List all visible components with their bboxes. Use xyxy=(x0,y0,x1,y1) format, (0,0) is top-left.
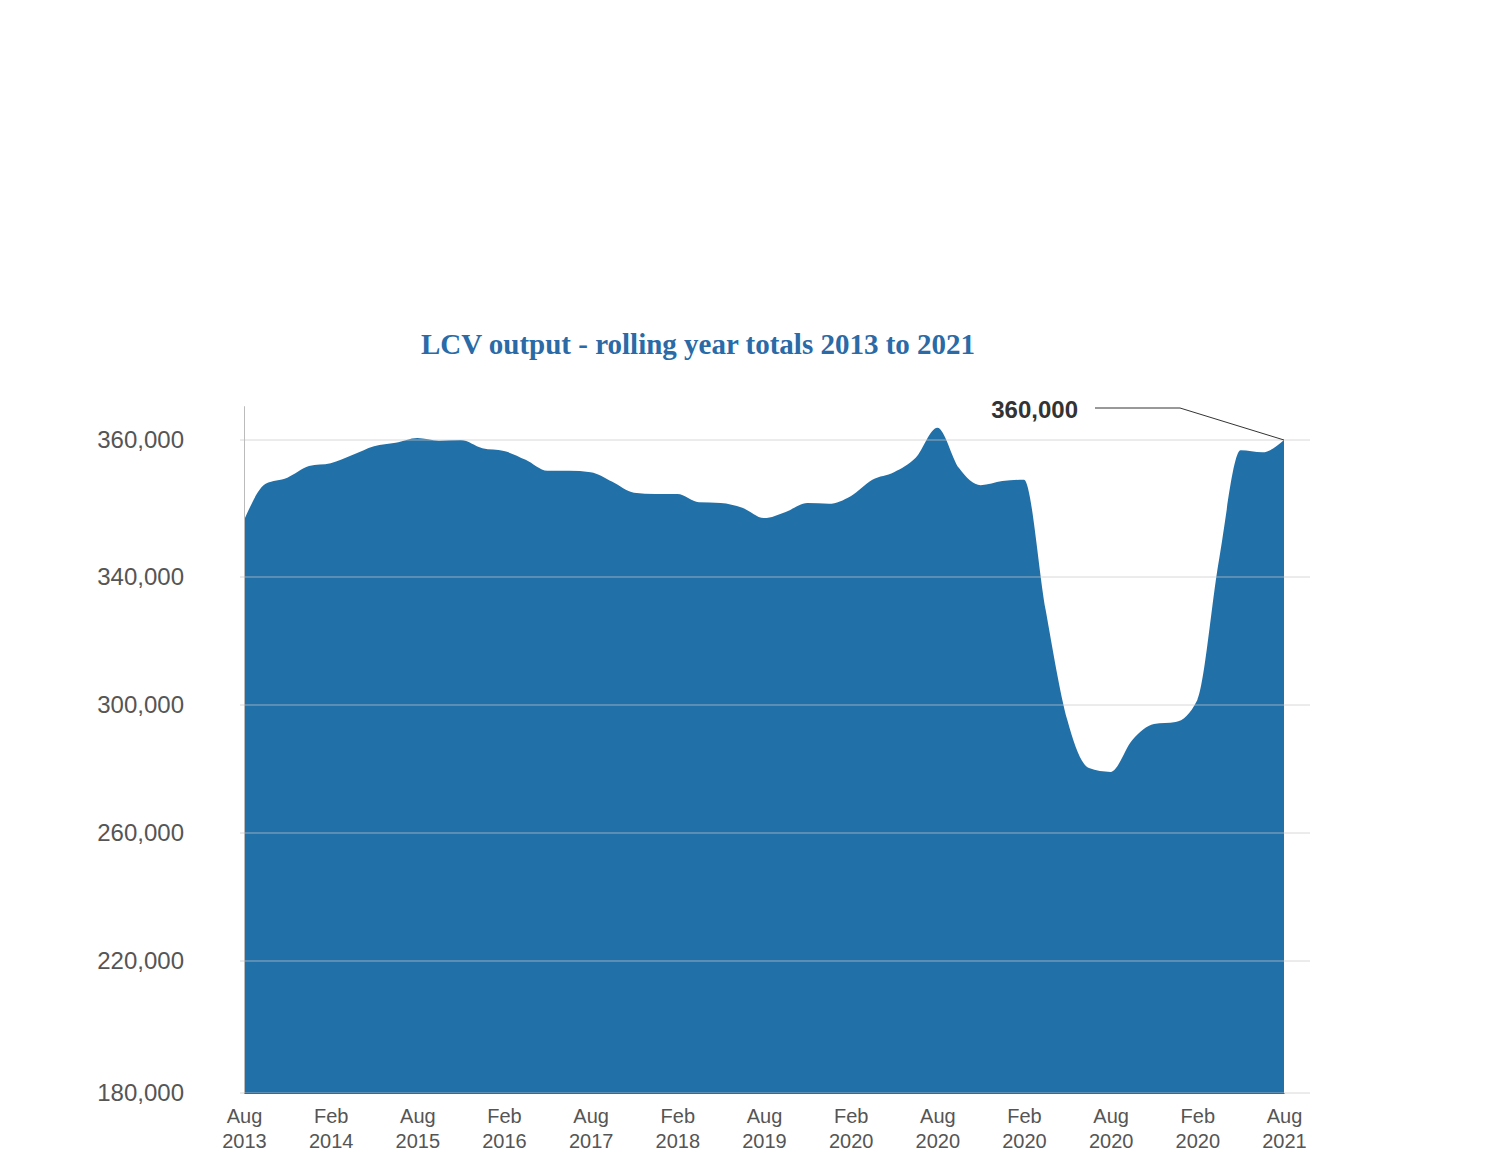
annotation-text: 360,000 xyxy=(991,396,1078,423)
x-tick-label: Feb2014 xyxy=(309,1105,354,1152)
grid-line xyxy=(240,440,1310,441)
y-tick-label: 300,000 xyxy=(97,691,184,718)
x-tick-label: Aug2020 xyxy=(916,1105,961,1152)
y-tick: 220,000 xyxy=(97,947,244,974)
x-tick: Aug2017 xyxy=(569,1093,614,1152)
x-tick-label: Aug2019 xyxy=(742,1105,787,1152)
x-tick-label: Feb2020 xyxy=(1176,1105,1221,1152)
area xyxy=(244,428,1284,1093)
x-tick-label: Aug2015 xyxy=(396,1105,441,1152)
plot-area xyxy=(244,428,1284,1093)
grid xyxy=(240,440,1310,1093)
x-tick: Feb2020 xyxy=(1002,1093,1047,1152)
x-axis-line xyxy=(245,1093,1285,1094)
y-tick-label: 340,000 xyxy=(97,563,184,590)
x-tick: Aug2020 xyxy=(916,1093,961,1152)
x-tick: Feb2014 xyxy=(309,1093,354,1152)
x-tick-label: Aug2020 xyxy=(1089,1105,1134,1152)
x-tick-label: Feb2020 xyxy=(829,1105,874,1152)
y-tick: 340,000 xyxy=(97,563,244,590)
x-tick-label: Aug2017 xyxy=(569,1105,614,1152)
x-tick: Feb2020 xyxy=(829,1093,874,1152)
grid-line xyxy=(240,705,1310,706)
x-tick: Feb2018 xyxy=(656,1093,701,1152)
x-tick: Aug2015 xyxy=(396,1093,441,1152)
y-tick-label: 220,000 xyxy=(97,947,184,974)
y-tick-label: 360,000 xyxy=(97,426,184,453)
grid-line xyxy=(240,1093,1310,1094)
grid-line xyxy=(240,961,1310,962)
y-tick-label: 180,000 xyxy=(97,1079,184,1106)
y-tick-label: 260,000 xyxy=(97,819,184,846)
annotation-line xyxy=(1095,408,1284,440)
y-tick: 180,000 xyxy=(97,1079,244,1106)
x-tick-label: Aug2021 xyxy=(1262,1105,1307,1152)
x-tick-label: Feb2018 xyxy=(656,1105,701,1152)
x-tick: Aug2013 xyxy=(222,1093,267,1152)
grid-line xyxy=(240,833,1310,834)
y-axis: 180,000 220,000 260,000 300,000 340,000 360,0… xyxy=(97,406,244,1106)
x-axis: Aug2013 Feb2014 Aug2015 Feb2016 Aug2017 Feb20… xyxy=(222,1093,1307,1152)
x-tick-label: Feb2020 xyxy=(1002,1105,1047,1152)
x-tick-label: Aug2013 xyxy=(222,1105,267,1152)
x-tick: Aug2019 xyxy=(742,1093,787,1152)
chart: LCV output - rolling year totals 2013 to… xyxy=(0,0,1487,1167)
x-tick: Feb2020 xyxy=(1176,1093,1221,1152)
x-tick-label: Feb2016 xyxy=(482,1105,527,1152)
y-tick: 360,000 xyxy=(97,426,244,453)
y-tick: 300,000 xyxy=(97,691,244,718)
x-tick: Feb2016 xyxy=(482,1093,527,1152)
x-tick: Aug2020 xyxy=(1089,1093,1134,1152)
y-tick: 260,000 xyxy=(97,819,244,846)
grid-line xyxy=(240,577,1310,578)
chart-title: LCV output - rolling year totals 2013 to… xyxy=(421,328,975,360)
x-tick: Aug2021 xyxy=(1262,1093,1307,1152)
y-axis-line xyxy=(244,406,245,1093)
